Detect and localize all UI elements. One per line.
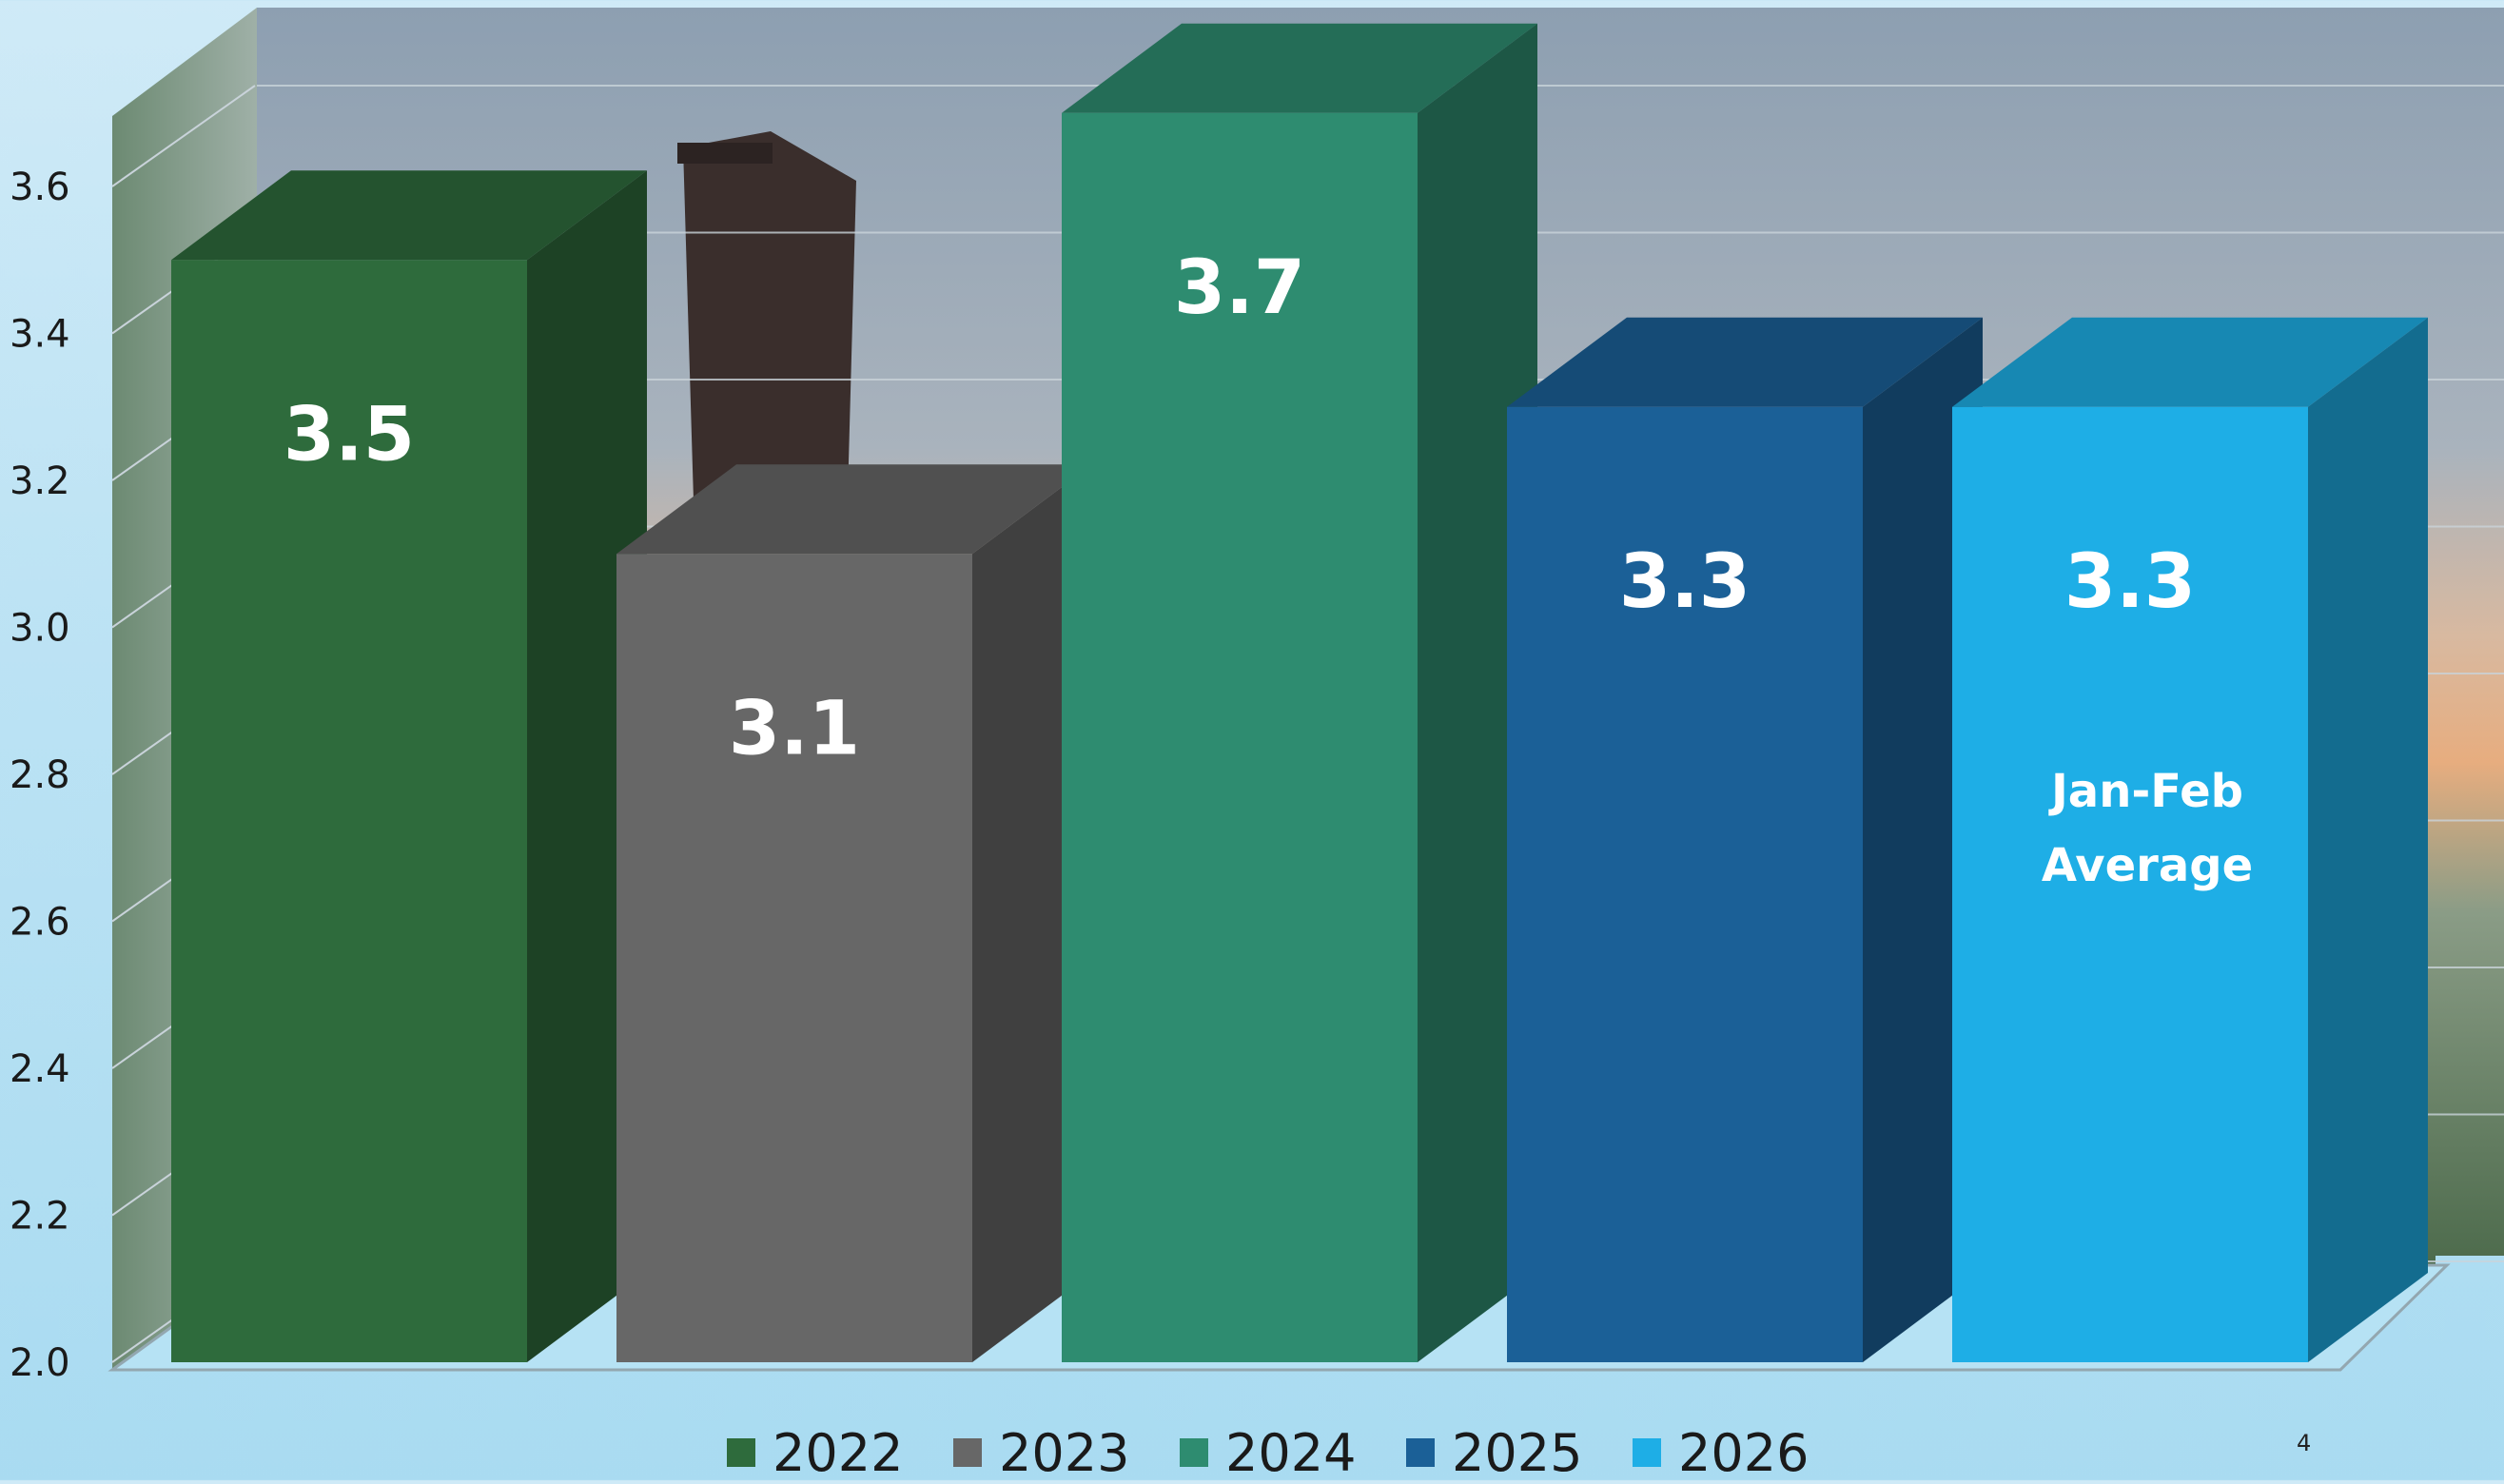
- data-label-2022: 3.5: [284, 392, 415, 478]
- legend-swatch-2023: [953, 1438, 982, 1467]
- y-tick-label: 2.0: [10, 1341, 70, 1385]
- bar-side-2026: [2308, 317, 2428, 1362]
- y-tick-label: 2.8: [10, 753, 70, 797]
- y-axis: 2.0 2.2 2.4 2.6 2.8 3.0 3.2 3.4 3.6: [10, 166, 70, 1385]
- data-labels: 3.5 3.1 3.7 3.3 3.3 Jan-Feb Average: [284, 245, 2253, 892]
- y-tick-label: 2.2: [10, 1195, 70, 1239]
- legend-label-2024: 2024: [1225, 1423, 1356, 1480]
- bar-2026: [1952, 406, 2308, 1362]
- legend-label-2025: 2025: [1452, 1423, 1582, 1480]
- bar-2024: [1062, 112, 1418, 1362]
- legend-label-2023: 2023: [999, 1423, 1129, 1480]
- bar-2025: [1507, 406, 1863, 1362]
- legend-label-2026: 2026: [1678, 1423, 1809, 1480]
- bar-top-2022: [171, 170, 647, 261]
- data-label-2024: 3.7: [1174, 245, 1305, 331]
- bar-top-2026: [1952, 317, 2428, 407]
- data-label-2025: 3.3: [1619, 539, 1751, 625]
- y-tick-label: 3.2: [10, 459, 70, 503]
- bars: [171, 23, 2428, 1362]
- legend: 2022 2023 2024 2025 2026: [727, 1423, 1809, 1483]
- bar-top-2023: [616, 464, 1092, 555]
- bar-annotation: Jan-Feb Average: [2042, 765, 2253, 892]
- bar-2023: [616, 554, 972, 1362]
- data-label-2026: 3.3: [2064, 539, 2196, 625]
- grid-line-side: [111, 85, 256, 187]
- bar-top-2025: [1507, 317, 1983, 407]
- bar-2022: [171, 260, 527, 1362]
- y-tick-label: 3.6: [10, 166, 70, 209]
- bar-top-2024: [1062, 23, 1537, 113]
- y-tick-label: 3.4: [10, 313, 70, 357]
- data-label-2023: 3.1: [729, 686, 860, 771]
- legend-swatch-2025: [1406, 1438, 1435, 1467]
- legend-swatch-2026: [1633, 1438, 1661, 1467]
- y-tick-label: 3.0: [10, 607, 70, 651]
- y-tick-label: 2.4: [10, 1047, 70, 1091]
- legend-label-2022: 2022: [773, 1423, 903, 1480]
- y-tick-label: 2.6: [10, 901, 70, 945]
- legend-swatch-2024: [1180, 1438, 1208, 1467]
- legend-swatch-2022: [727, 1438, 755, 1467]
- page-number: 4: [2297, 1430, 2311, 1456]
